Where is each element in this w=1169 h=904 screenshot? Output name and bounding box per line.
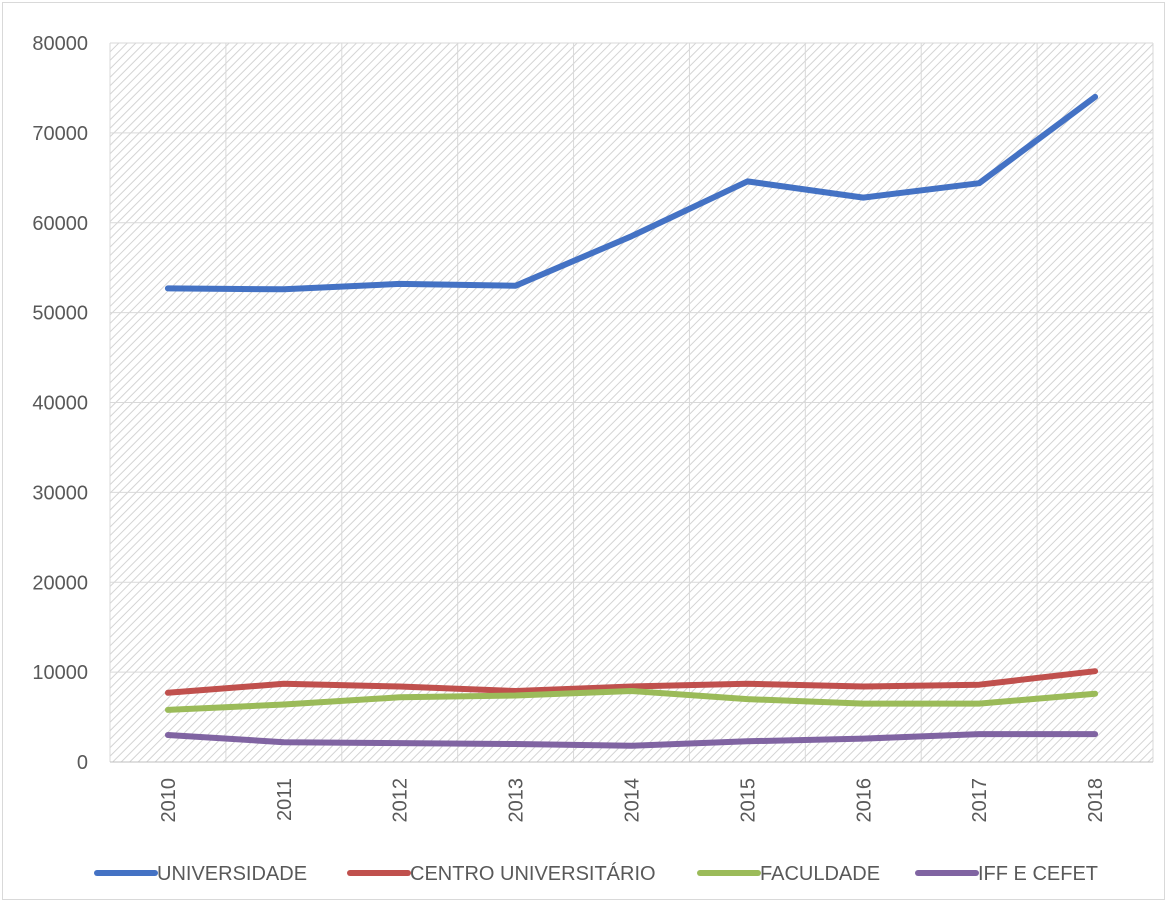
series-line-2 <box>164 688 1099 713</box>
legend-label-0: UNIVERSIDADE <box>157 863 307 885</box>
x-tick-label: 2012 <box>390 778 412 823</box>
y-tick-label: 0 <box>77 752 88 774</box>
x-axis-ticks: 2010 2011 2012 2013 2014 2015 2016 2017 2018 <box>158 778 1107 823</box>
legend: UNIVERSIDADE CENTRO UNIVERSITÁRIO FACULDAD… <box>94 862 1098 885</box>
y-tick-label: 30000 <box>32 482 88 504</box>
y-axis-ticks: 0 10000 20000 30000 40000 50000 60000 70000 8000… <box>32 33 88 774</box>
y-tick-label: 20000 <box>32 572 88 594</box>
x-tick-label: 2018 <box>1085 778 1107 823</box>
legend-label-1: CENTRO UNIVERSITÁRIO <box>410 862 656 885</box>
series-line-3 <box>164 731 1099 749</box>
x-tick-label: 2010 <box>158 778 180 823</box>
y-tick-label: 80000 <box>32 33 88 55</box>
y-tick-label: 50000 <box>32 303 88 325</box>
y-tick-label: 60000 <box>32 213 88 235</box>
y-tick-label: 10000 <box>32 662 88 684</box>
x-tick-label: 2017 <box>969 778 991 823</box>
gridlines <box>109 42 1154 762</box>
x-tick-label: 2014 <box>622 778 644 823</box>
y-tick-label: 40000 <box>32 393 88 415</box>
x-tick-label: 2011 <box>274 778 296 821</box>
x-tick-label: 2016 <box>853 778 875 823</box>
y-tick-label: 70000 <box>32 123 88 145</box>
x-tick-label: 2015 <box>737 778 759 823</box>
series-line-1 <box>164 668 1099 696</box>
legend-label-2: FACULDADE <box>760 863 880 885</box>
legend-label-3: IFF E CEFET <box>978 863 1098 885</box>
series-line-0 <box>164 93 1099 293</box>
x-tick-label: 2013 <box>506 778 528 823</box>
series-lines <box>164 93 1099 749</box>
